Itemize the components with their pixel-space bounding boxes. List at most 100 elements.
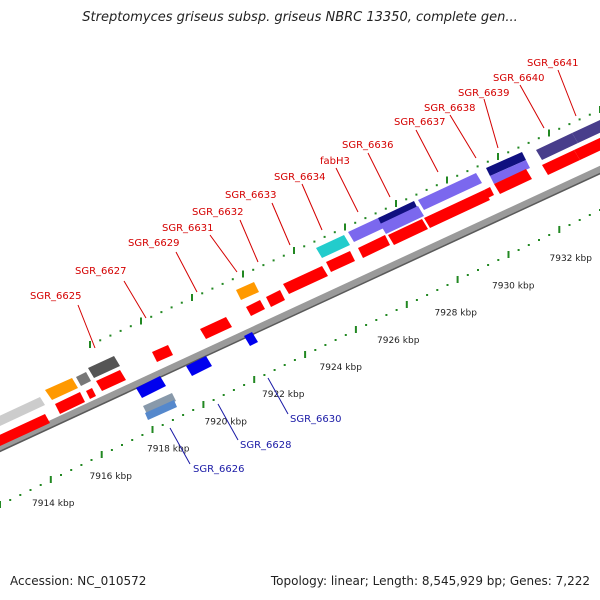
scale-dot [384,207,387,210]
scale-dot [252,268,255,271]
gene-label[interactable]: SGR_6636 [342,140,394,151]
scale-dot [558,127,561,130]
gene-label[interactable]: SGR_6627 [75,266,127,277]
gene-forward[interactable] [484,187,494,198]
gene-forward[interactable] [283,266,328,294]
scale-dot [436,289,439,291]
scale-major-tick [202,401,205,408]
scale-dot [364,217,367,220]
gene-label[interactable]: SGR_6640 [493,73,545,84]
gene-forward[interactable] [358,235,390,258]
footer: Accession: NC_010572 Topology: linear; L… [10,574,590,588]
scale-dot [212,399,215,401]
gene-forward[interactable] [45,378,78,400]
gene-forward[interactable] [536,133,578,160]
gene-forward[interactable] [0,397,45,426]
gene-forward[interactable] [542,150,580,175]
gene-reverse[interactable] [186,356,212,376]
gene-label[interactable]: SGR_6634 [274,172,326,183]
scale-major-tick [242,270,244,278]
scale-dot [568,123,571,126]
scale-dot [60,474,62,476]
scale-dot [415,299,418,301]
scale-major-tick [191,294,193,301]
gene-label[interactable]: SGR_6630 [290,414,342,425]
gene-reverse[interactable] [244,332,258,346]
gene-forward[interactable] [266,290,285,307]
gene-forward[interactable] [152,345,173,362]
scale-dot [201,292,204,295]
scale-major-tick [456,276,459,283]
gene-forward[interactable] [348,218,384,242]
gene-label[interactable]: SGR_6631 [162,223,214,234]
gene-label[interactable]: fabH3 [320,156,350,167]
scale-dot [487,264,490,266]
scale-dot [272,259,275,262]
gene-forward[interactable] [236,282,259,300]
gene-forward[interactable] [55,392,85,414]
label-leaders-reverse [169,377,289,465]
gene-label[interactable]: SGR_6632 [192,207,244,218]
axis-tick-label: 7916 kbp [90,472,133,482]
gene-label[interactable]: SGR_6633 [225,190,277,201]
scale-dot [182,414,185,416]
scale-dot [232,389,235,391]
scale-dot [131,439,134,441]
scale-dot [466,170,469,173]
axis-tick-labels: 7914 kbp 7916 kbp 7918 kbp 7920 kbp 7922 kbp… [32,254,592,509]
accession-text: Accession: NC_010572 [10,574,147,588]
scale-dot [9,499,12,501]
scale-dot [517,146,520,149]
scale-major-tick [558,226,561,233]
gene-label[interactable]: SGR_6626 [193,464,245,475]
gene-label[interactable]: SGR_6625 [30,291,82,302]
gene-reverse[interactable] [136,376,166,398]
gene-forward[interactable] [418,173,482,210]
scale-dot [446,284,449,286]
gene-reverse[interactable] [145,400,177,420]
gene-forward[interactable] [326,251,355,272]
scale-dot [405,198,408,201]
gene-forward[interactable] [200,317,232,339]
gene-forward[interactable] [316,235,350,258]
scale-major-tick [446,176,448,184]
gene-forward[interactable] [86,388,96,399]
gene-forward[interactable] [424,190,490,228]
scale-major-tick [548,129,550,137]
gene-label[interactable]: SGR_6639 [458,88,510,99]
gene-forward[interactable] [96,370,126,391]
scale-dot [313,240,316,243]
gene-forward[interactable] [380,206,424,234]
scale-dot [527,141,530,144]
scale-dot [588,214,591,216]
gene-forward[interactable] [574,135,600,160]
gene-forward[interactable] [76,372,91,386]
gene-label[interactable]: SGR_6638 [424,103,476,114]
gene-forward[interactable] [494,169,532,194]
gene-forward[interactable] [246,300,265,316]
gene-label[interactable]: SGR_6641 [527,58,579,69]
gene-forward[interactable] [88,356,120,378]
gene-label[interactable]: SGR_6637 [394,117,446,128]
scale-dot [548,234,551,236]
scale-dot [374,212,377,215]
gene-forward[interactable] [486,152,526,176]
scale-dot [375,319,378,321]
scale-dot [110,449,113,451]
scale-major-tick [395,200,397,207]
axis-tick-label: 7924 kbp [320,363,363,373]
gene-forward[interactable] [388,219,428,245]
scale-dot [477,269,479,271]
gene-label[interactable]: SGR_6628 [240,440,292,451]
scale-dot [435,184,438,187]
gene-forward[interactable] [0,414,50,446]
scale-dot [243,384,246,386]
gene-forward[interactable] [378,201,417,224]
gene-label[interactable]: SGR_6629 [128,238,180,249]
scale-major-tick [0,501,1,508]
gene-forward[interactable] [490,160,530,184]
axis-tick-label: 7914 kbp [32,499,75,509]
gene-reverse[interactable] [143,393,176,414]
gene-forward[interactable] [572,120,600,143]
